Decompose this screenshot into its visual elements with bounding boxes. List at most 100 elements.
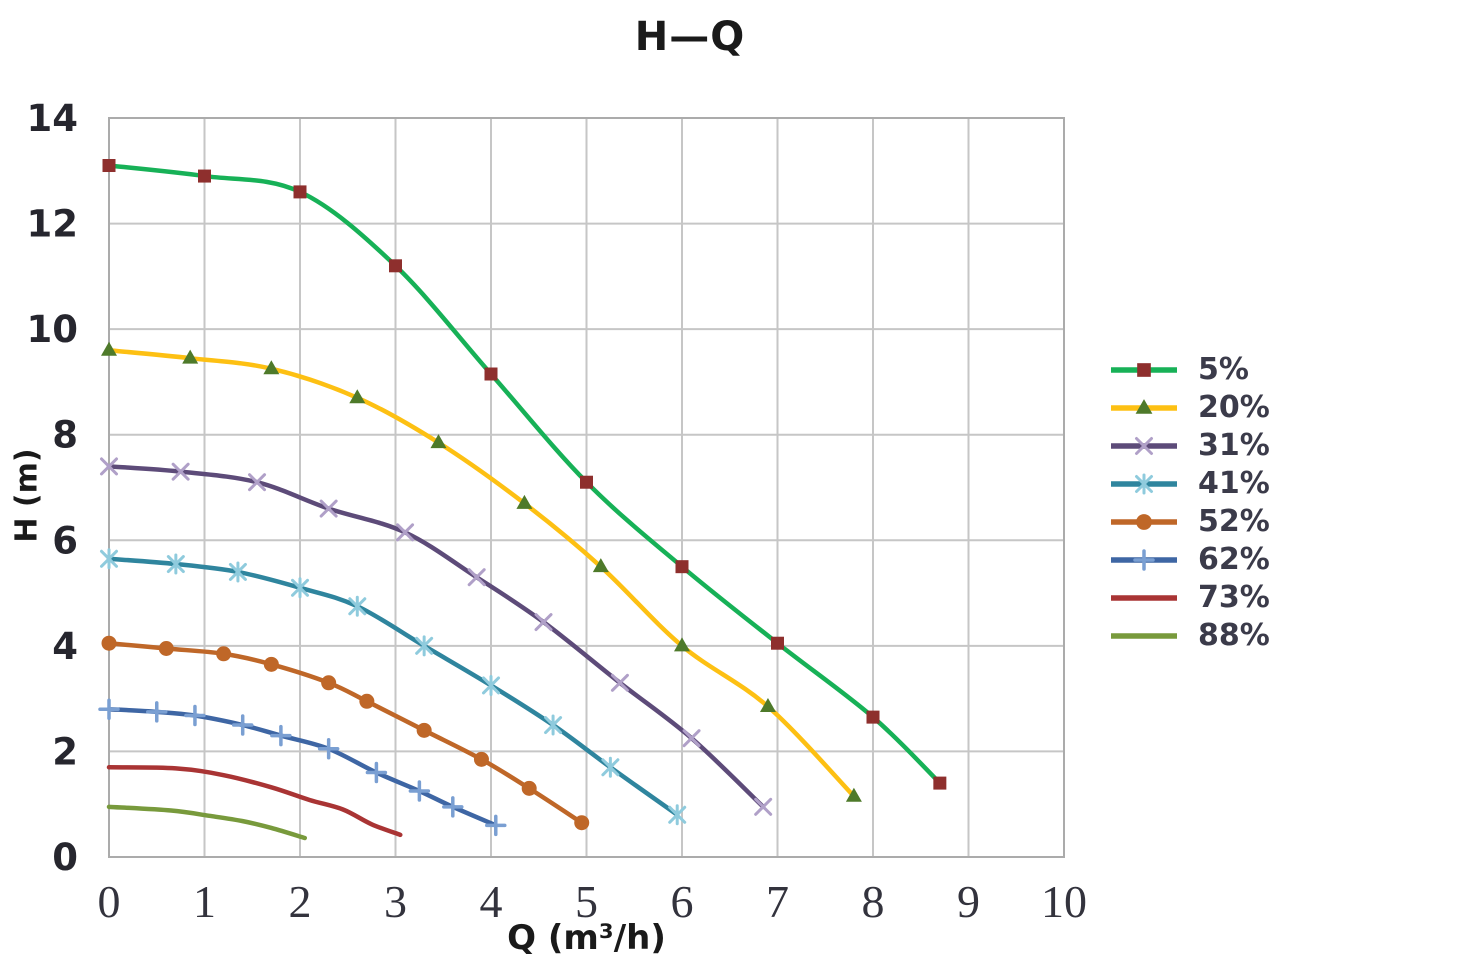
series-markers xyxy=(101,341,862,802)
x-marker xyxy=(467,568,486,587)
y-tick-label: 0 xyxy=(52,836,78,879)
circle-marker xyxy=(359,693,375,709)
legend-marker-icon xyxy=(1111,399,1177,414)
legend-label: 62% xyxy=(1198,542,1270,577)
series-line xyxy=(106,348,857,799)
circle-marker xyxy=(416,722,432,738)
square-marker xyxy=(389,259,402,273)
square-marker xyxy=(198,169,211,183)
y-tick-label: 10 xyxy=(27,308,79,351)
series-markers xyxy=(102,159,947,790)
series-line xyxy=(106,765,403,838)
triangle-marker xyxy=(759,698,776,713)
triangle-marker xyxy=(592,558,609,573)
series-line xyxy=(106,163,943,786)
legend-label: 41% xyxy=(1198,466,1270,501)
circle-marker xyxy=(263,656,279,672)
triangle-marker xyxy=(430,434,447,449)
y-tick-label: 6 xyxy=(52,519,78,562)
plus-marker xyxy=(184,704,206,727)
series-markers xyxy=(98,698,507,837)
plus-marker xyxy=(408,780,431,802)
legend: 5% 20% 31% 41% 52% 62% 73% 88% xyxy=(1108,351,1270,655)
legend-label: 5% xyxy=(1198,352,1249,387)
legend-label: 20% xyxy=(1198,390,1270,425)
y-tick-label: 12 xyxy=(27,203,79,246)
asterisk-marker xyxy=(482,674,500,696)
circle-marker xyxy=(574,815,590,831)
plus-marker xyxy=(98,698,120,720)
asterisk-marker xyxy=(601,756,620,778)
square-marker xyxy=(293,185,307,199)
asterisk-marker xyxy=(166,553,185,575)
triangle-marker xyxy=(845,787,862,802)
legend-item: 41% xyxy=(1108,465,1270,503)
square-marker xyxy=(484,367,498,381)
x-tick-label: 10 xyxy=(1041,876,1087,927)
triangle-marker xyxy=(349,389,366,404)
series-line xyxy=(106,640,584,825)
plus-marker xyxy=(317,738,340,760)
legend-marker-icon xyxy=(1111,595,1177,601)
circle-marker xyxy=(158,640,174,656)
series-markers xyxy=(100,457,773,816)
y-tick-label: 8 xyxy=(52,414,78,457)
asterisk-marker xyxy=(415,635,434,657)
square-marker xyxy=(580,475,593,489)
plus-marker xyxy=(442,796,464,818)
legend-item: 73% xyxy=(1108,579,1270,617)
square-marker xyxy=(1137,363,1151,377)
legend-label: 52% xyxy=(1198,504,1270,539)
series-line xyxy=(106,556,680,818)
asterisk-marker xyxy=(291,577,309,599)
legend-item: 88% xyxy=(1108,617,1270,655)
asterisk-marker xyxy=(100,548,118,570)
x-tick-label: 5 xyxy=(575,876,598,927)
series-line xyxy=(106,706,499,828)
x-marker xyxy=(319,499,338,518)
square-marker xyxy=(771,636,784,650)
triangle-marker xyxy=(516,494,533,509)
circle-marker xyxy=(321,675,337,691)
triangle-marker xyxy=(182,349,199,364)
series-markers xyxy=(100,548,687,826)
y-axis-title: H (m) xyxy=(9,448,45,543)
asterisk-marker xyxy=(348,595,367,617)
series-line xyxy=(106,464,766,810)
legend-marker-icon xyxy=(1111,437,1177,455)
x-tick-label: 8 xyxy=(862,876,885,927)
plus-marker xyxy=(485,814,507,837)
square-marker xyxy=(675,560,689,574)
x-marker xyxy=(682,729,701,748)
triangle-marker xyxy=(101,341,117,356)
legend-label: 73% xyxy=(1198,580,1270,615)
plot-border xyxy=(108,117,1065,858)
circle-marker xyxy=(473,751,489,767)
x-marker xyxy=(100,457,118,476)
x-axis-title: Q (m³/h) xyxy=(507,918,666,958)
legend-marker-icon xyxy=(1111,514,1177,530)
legend-label: 31% xyxy=(1198,428,1270,463)
asterisk-marker xyxy=(544,714,563,736)
triangle-marker xyxy=(674,637,690,652)
x-tick-label: 9 xyxy=(957,876,980,927)
square-marker xyxy=(102,159,116,173)
x-marker xyxy=(1135,437,1153,455)
y-tick-label: 4 xyxy=(52,625,78,668)
legend-item: 52% xyxy=(1108,503,1270,541)
plus-marker xyxy=(1133,549,1155,571)
triangle-marker xyxy=(1135,399,1153,414)
x-tick-label: 1 xyxy=(193,876,216,927)
legend-marker-icon xyxy=(1111,549,1177,571)
plus-marker xyxy=(365,761,388,784)
x-marker xyxy=(754,797,773,816)
series-line xyxy=(106,804,308,841)
y-tick-label: 2 xyxy=(52,730,78,773)
asterisk-marker xyxy=(228,561,247,583)
legend-item: 62% xyxy=(1108,541,1270,579)
x-tick-label: 4 xyxy=(480,876,503,927)
chart-title: H—Q xyxy=(634,14,746,60)
circle-marker xyxy=(1136,514,1152,530)
plus-marker xyxy=(231,714,254,736)
